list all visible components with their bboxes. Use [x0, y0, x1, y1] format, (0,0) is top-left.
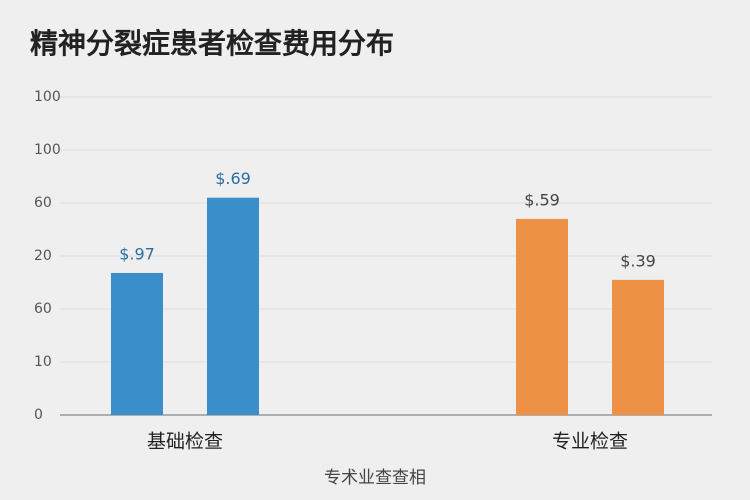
x-axis-title: 专术业查查相 [324, 468, 426, 488]
value-label: $.97 [119, 244, 155, 263]
y-tick-label: 0 [34, 407, 43, 423]
value-label: $.59 [524, 190, 560, 209]
y-tick-label: 20 [34, 248, 52, 264]
y-tick-label: 100 [34, 89, 61, 105]
bar [612, 279, 664, 415]
value-label: $.69 [215, 169, 251, 188]
y-tick-label: 100 [34, 142, 61, 158]
bar [207, 197, 259, 415]
y-tick-label: 10 [34, 354, 52, 370]
x-tick-label: 专业检查 [552, 431, 628, 453]
bar [111, 272, 163, 415]
chart-title: 精神分裂症患者检查费用分布 [30, 27, 394, 60]
y-tick-label: 60 [34, 195, 52, 211]
value-label: $.39 [620, 251, 656, 270]
y-tick-label: 60 [34, 301, 52, 317]
x-tick-label: 基础检查 [147, 431, 223, 453]
bar [516, 218, 568, 415]
